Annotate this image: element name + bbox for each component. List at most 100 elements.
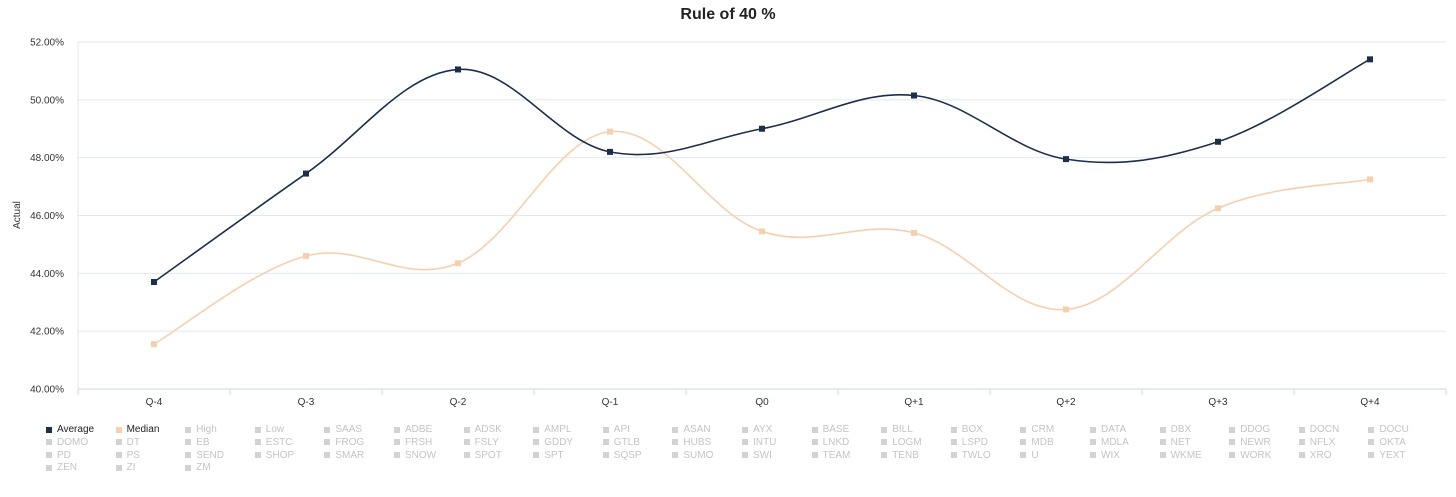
legend-item-base[interactable]: BASE [811, 423, 850, 436]
legend-item-hubs[interactable]: HUBS [672, 436, 711, 449]
legend-swatch [1298, 439, 1305, 446]
legend-item-wkme[interactable]: WKME [1159, 449, 1202, 462]
legend-item-nflx[interactable]: NFLX [1298, 436, 1335, 449]
legend-swatch [1159, 452, 1166, 459]
legend-item-gtlb[interactable]: GTLB [602, 436, 640, 449]
legend-item-ps[interactable]: PS [115, 449, 140, 462]
legend-item-swi[interactable]: SWI [742, 449, 772, 462]
legend-item-net[interactable]: NET [1159, 436, 1191, 449]
legend-label: WORK [1240, 449, 1272, 461]
y-tick-label: 44.00% [30, 269, 64, 280]
legend-item-sumo[interactable]: SUMO [672, 449, 713, 462]
legend-item-high[interactable]: High [185, 423, 217, 436]
data-point-median [911, 229, 917, 236]
legend-item-fsly[interactable]: FSLY [463, 436, 499, 449]
data-point-median [1063, 306, 1069, 313]
legend-item-logm[interactable]: LOGM [881, 436, 922, 449]
legend-item-sqsp[interactable]: SQSP [602, 449, 642, 462]
x-tick-label: Q+1 [904, 397, 924, 408]
legend-label: WKME [1170, 449, 1202, 461]
legend-label: DBX [1170, 424, 1192, 435]
legend-label: YEXT [1379, 449, 1406, 461]
gridlines [78, 41, 1446, 332]
legend-item-lspd[interactable]: LSPD [950, 436, 988, 449]
legend-label: SPT [544, 449, 564, 461]
x-tick-label: Q-2 [450, 397, 467, 408]
legend-label: ZI [126, 462, 136, 474]
legend-item-docn[interactable]: DOCN [1298, 423, 1339, 436]
legend-item-low[interactable]: Low [254, 423, 284, 436]
legend-item-eb[interactable]: EB [185, 436, 210, 449]
legend-item-intu[interactable]: INTU [742, 436, 776, 449]
legend-item-zi[interactable]: ZI [115, 461, 136, 474]
legend-item-mdla[interactable]: MDLA [1090, 436, 1129, 449]
legend-swatch [254, 426, 261, 433]
legend-label: BASE [822, 424, 850, 435]
legend-item-zen[interactable]: ZEN [46, 461, 77, 474]
legend-item-crm[interactable]: CRM [1020, 423, 1054, 436]
legend-label: High [196, 424, 217, 435]
legend-swatch [1090, 439, 1096, 446]
legend-item-lnkd[interactable]: LNKD [811, 436, 849, 449]
legend-label: BILL [892, 424, 913, 435]
legend-item-ddog[interactable]: DDOG [1229, 423, 1270, 436]
legend-item-work[interactable]: WORK [1229, 449, 1271, 462]
legend-item-okta[interactable]: OKTA [1368, 436, 1406, 449]
line-chart: 40.00% 42.00% 44.00% 46.00% 48.00% 50.00% 52.0… [12, 38, 1447, 408]
legend-item-data[interactable]: DATA [1090, 423, 1126, 436]
legend-item-spot[interactable]: SPOT [463, 449, 502, 462]
legend-swatch [881, 426, 888, 433]
legend-item-send[interactable]: SEND [185, 449, 224, 462]
legend-item-ampl[interactable]: AMPL [533, 423, 571, 436]
legend-item-xro[interactable]: XRO [1298, 449, 1331, 462]
legend-label: AMPL [544, 424, 572, 435]
legend-label: FROG [335, 436, 365, 448]
legend-swatch [46, 439, 52, 446]
legend-item-shop[interactable]: SHOP [254, 449, 294, 462]
legend-item-smar[interactable]: SMAR [324, 449, 364, 462]
legend-item-dbx[interactable]: DBX [1159, 423, 1192, 436]
legend-item-pd[interactable]: PD [46, 449, 71, 462]
legend-swatch [1090, 426, 1096, 433]
legend-item-average[interactable]: Average [46, 423, 94, 436]
legend-label: FSLY [474, 436, 499, 448]
legend-item-u[interactable]: U [1020, 449, 1039, 462]
legend-item-frsh[interactable]: FRSH [394, 436, 432, 449]
data-point-average [1215, 138, 1221, 145]
legend-item-zm[interactable]: ZM [185, 461, 211, 474]
legend-item-dt[interactable]: DT [115, 436, 140, 449]
legend-label: ASAN [683, 424, 711, 435]
legend-item-yext[interactable]: YEXT [1368, 449, 1406, 462]
x-tick-label: Q+4 [1360, 397, 1380, 408]
legend-item-gddy[interactable]: GDDY [533, 436, 573, 449]
legend-item-ayx[interactable]: AYX [742, 423, 772, 436]
legend-item-docu[interactable]: DOCU [1368, 423, 1409, 436]
legend-swatch [463, 439, 470, 446]
legend-swatch [324, 426, 331, 433]
legend-item-adsk[interactable]: ADSK [463, 423, 502, 436]
legend-item-api[interactable]: API [602, 423, 630, 436]
legend-item-frog[interactable]: FROG [324, 436, 364, 449]
legend-item-spt[interactable]: SPT [533, 449, 564, 462]
x-tick-label: Q-1 [602, 397, 619, 408]
legend-swatch [463, 452, 470, 459]
legend-item-tenb[interactable]: TENB [881, 449, 919, 462]
legend-item-twlo[interactable]: TWLO [950, 449, 991, 462]
legend-item-snow[interactable]: SNOW [394, 449, 436, 462]
legend-item-asan[interactable]: ASAN [672, 423, 711, 436]
legend-item-box[interactable]: BOX [950, 423, 983, 436]
legend-item-mdb[interactable]: MDB [1020, 436, 1054, 449]
legend-item-newr[interactable]: NEWR [1229, 436, 1271, 449]
legend-swatch [324, 439, 331, 446]
legend-item-median[interactable]: Median [115, 423, 159, 436]
legend-item-saas[interactable]: SAAS [324, 423, 362, 436]
legend-item-wix[interactable]: WIX [1090, 449, 1120, 462]
legend-item-team[interactable]: TEAM [811, 449, 850, 462]
legend-item-domo[interactable]: DOMO [46, 436, 88, 449]
legend-item-bill[interactable]: BILL [881, 423, 913, 436]
legend-swatch [1368, 452, 1375, 459]
series-line-average [153, 58, 1371, 283]
legend-swatch [602, 452, 609, 459]
legend-item-estc[interactable]: ESTC [254, 436, 292, 449]
legend-item-adbe[interactable]: ADBE [394, 423, 432, 436]
